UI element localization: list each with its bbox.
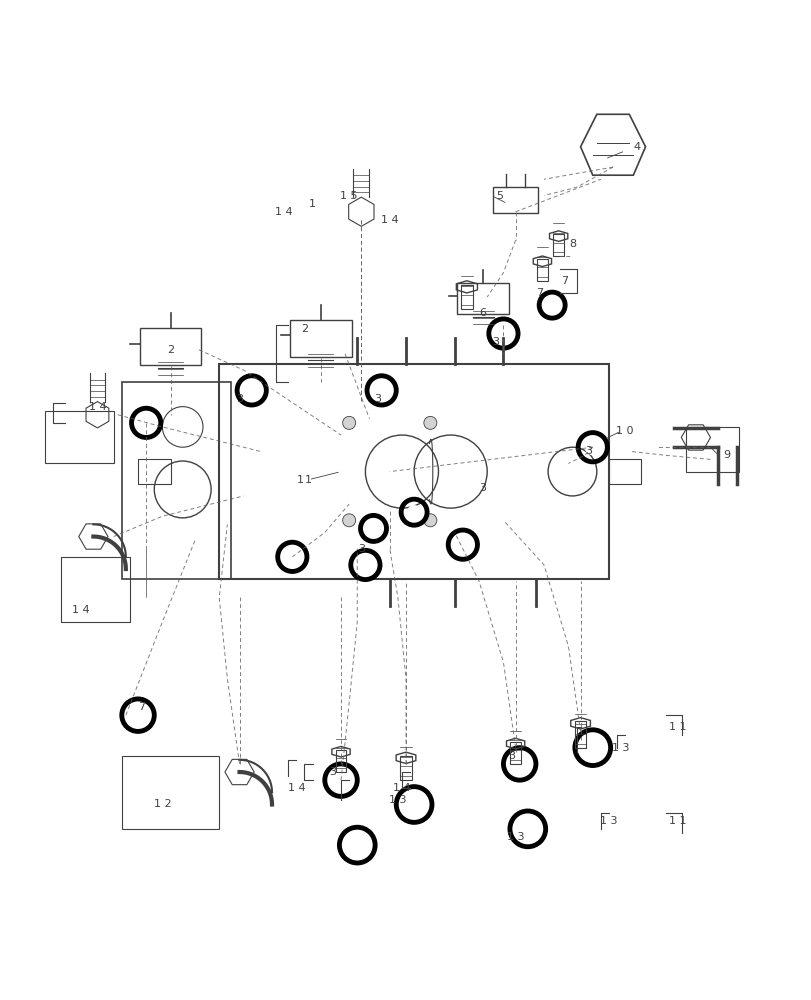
Bar <box>461 285 472 309</box>
Bar <box>574 721 586 748</box>
Text: 1 4: 1 4 <box>393 783 410 793</box>
Text: 3: 3 <box>358 544 364 554</box>
Text: 1 3: 1 3 <box>611 743 629 753</box>
Text: 1 4: 1 4 <box>72 605 90 615</box>
Circle shape <box>357 557 373 573</box>
Circle shape <box>517 819 537 839</box>
Circle shape <box>342 514 355 527</box>
Bar <box>510 742 521 764</box>
Bar <box>61 557 130 622</box>
Circle shape <box>347 835 367 855</box>
Circle shape <box>510 755 528 773</box>
Bar <box>122 382 231 579</box>
Text: 1 4: 1 4 <box>380 215 398 225</box>
Bar <box>552 234 563 256</box>
Circle shape <box>342 416 355 429</box>
Circle shape <box>584 439 600 455</box>
Bar <box>219 364 608 579</box>
Circle shape <box>454 537 470 553</box>
Text: 1 4: 1 4 <box>287 783 305 793</box>
Bar <box>122 756 219 829</box>
Text: 1 4: 1 4 <box>88 402 106 412</box>
Circle shape <box>582 738 602 757</box>
Text: 1 0: 1 0 <box>616 426 633 436</box>
Text: 7: 7 <box>536 288 543 298</box>
Text: 3: 3 <box>236 393 242 403</box>
Text: 2: 2 <box>301 324 307 334</box>
Text: 1: 1 <box>297 475 303 485</box>
Text: 7: 7 <box>139 702 145 712</box>
Circle shape <box>406 505 421 519</box>
Text: 4: 4 <box>633 142 640 152</box>
Bar <box>492 187 538 213</box>
Text: 9: 9 <box>723 450 729 460</box>
Text: 3: 3 <box>329 767 336 777</box>
Text: 3: 3 <box>374 393 380 403</box>
Bar <box>457 283 508 314</box>
Text: 8: 8 <box>569 239 575 249</box>
Bar <box>45 411 114 463</box>
Circle shape <box>495 326 511 342</box>
Text: 1 3: 1 3 <box>388 795 406 805</box>
Circle shape <box>366 521 380 536</box>
Bar <box>400 756 411 780</box>
Bar <box>685 427 738 472</box>
Circle shape <box>129 706 147 724</box>
Circle shape <box>544 298 559 312</box>
Text: 1 1: 1 1 <box>668 722 686 732</box>
Circle shape <box>284 549 300 565</box>
Text: 1 5: 1 5 <box>340 191 358 201</box>
Circle shape <box>243 382 260 398</box>
Bar <box>138 459 170 484</box>
Text: 3: 3 <box>508 751 514 761</box>
Text: 1 3: 1 3 <box>506 832 524 842</box>
Text: 1 1: 1 1 <box>668 816 686 826</box>
Text: 6: 6 <box>479 308 486 318</box>
Text: 1 2: 1 2 <box>153 799 171 809</box>
Circle shape <box>138 415 154 431</box>
Circle shape <box>404 795 423 814</box>
Text: 3: 3 <box>491 337 498 347</box>
Circle shape <box>423 514 436 527</box>
Circle shape <box>332 771 350 789</box>
Text: 1 4: 1 4 <box>275 207 293 217</box>
Bar <box>537 259 547 281</box>
Bar <box>290 320 351 357</box>
Text: 7: 7 <box>560 276 567 286</box>
Circle shape <box>373 382 389 398</box>
Text: 2: 2 <box>167 345 174 355</box>
Text: 1: 1 <box>309 199 315 209</box>
Circle shape <box>423 416 436 429</box>
Bar <box>139 328 201 365</box>
Text: 1: 1 <box>305 475 311 485</box>
Bar <box>608 459 641 484</box>
Text: 3: 3 <box>479 483 486 493</box>
Bar <box>335 750 345 772</box>
Text: 5: 5 <box>496 191 502 201</box>
Text: 1 3: 1 3 <box>599 816 617 826</box>
Text: 3: 3 <box>585 446 591 456</box>
